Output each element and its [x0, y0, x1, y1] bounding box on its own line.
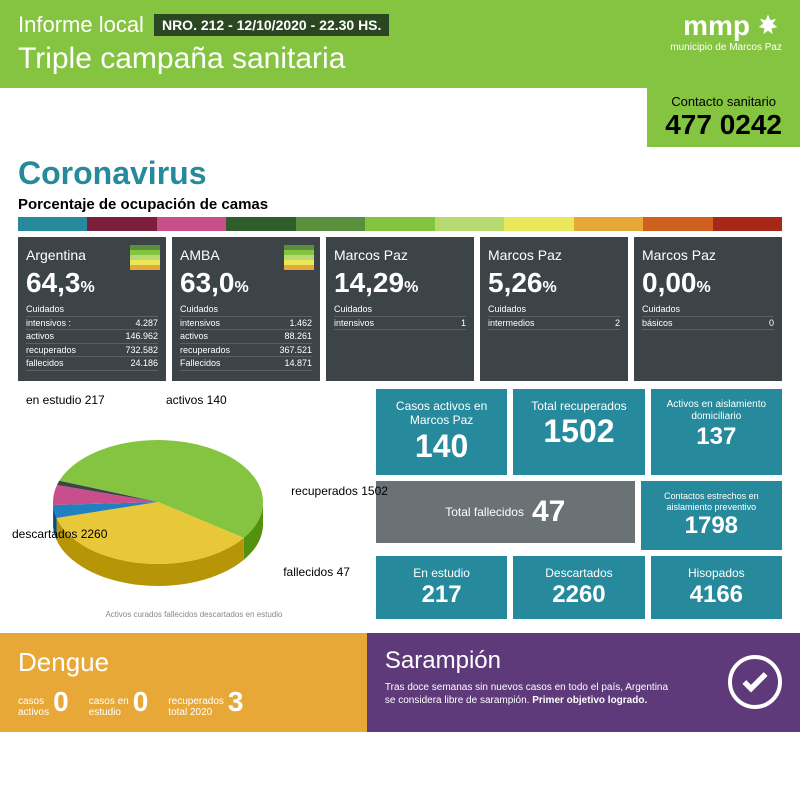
- stat-card: Marcos Paz0,00%Cuidadosbásicos0: [634, 237, 782, 381]
- contact-box: Contacto sanitario 477 0242: [647, 88, 800, 147]
- tile-estudio: En estudio 217: [376, 556, 507, 618]
- check-icon: [728, 655, 782, 709]
- dengue-title: Dengue: [18, 647, 349, 678]
- stat-card: Argentina64,3%Cuidadosintensivos :4.287a…: [18, 237, 166, 381]
- occupancy-subtitle: Porcentaje de ocupación de camas: [18, 196, 782, 213]
- logo-main: mmp: [683, 10, 750, 42]
- sarampion-panel: Sarampión Tras doce semanas sin nuevos c…: [367, 633, 800, 732]
- informe-label: Informe local: [18, 12, 144, 38]
- tile-aislamiento: Activos en aislamiento domiciliario 137: [651, 389, 782, 475]
- tile-fallecidos: Total fallecidos 47: [376, 481, 635, 543]
- sarampion-title: Sarampión: [385, 647, 782, 675]
- tile-hisopados: Hisopados 4166: [651, 556, 782, 618]
- stat-card: AMBA63,0%Cuidadosintensivos1.462activos8…: [172, 237, 320, 381]
- contact-label: Contacto sanitario: [665, 94, 782, 109]
- footer: Dengue casosactivos0 casos enestudio0 recu…: [0, 633, 800, 732]
- pie-label-estudio: en estudio 217: [26, 393, 105, 407]
- dengue-panel: Dengue casosactivos0 casos enestudio0 recu…: [0, 633, 367, 732]
- stat-card: Marcos Paz5,26%Cuidadosintermedios2: [480, 237, 628, 381]
- dengue-stat: casos enestudio0: [89, 686, 149, 718]
- coronavirus-title: Coronavirus: [18, 155, 782, 192]
- pie-chart: en estudio 217 activos 140 recuperados 1…: [18, 389, 370, 619]
- header: Informe local NRO. 212 - 12/10/2020 - 22…: [0, 0, 800, 88]
- tile-descartados: Descartados 2260: [513, 556, 644, 618]
- dengue-stat: recuperadostotal 20203: [168, 686, 243, 718]
- stat-card: Marcos Paz14,29%Cuidadosintensivos1: [326, 237, 474, 381]
- tile-casos-activos: Casos activos en Marcos Paz 140: [376, 389, 507, 475]
- tile-recuperados: Total recuperados 1502: [513, 389, 644, 475]
- sarampion-text: Tras doce semanas sin nuevos casos en to…: [385, 681, 671, 707]
- pie-legend: Activos curados fallecidos descartados e…: [18, 610, 370, 619]
- cards-row: Argentina64,3%Cuidadosintensivos :4.287a…: [18, 237, 782, 381]
- logo-sub: municipio de Marcos Paz: [670, 42, 782, 53]
- triple-title: Triple campaña sanitaria: [18, 42, 782, 76]
- leaf-icon: [754, 12, 782, 40]
- pie-label-recuperados: recuperados 1502: [291, 484, 388, 498]
- contact-number: 477 0242: [665, 109, 782, 141]
- pie-label-activos: activos 140: [166, 393, 227, 407]
- logo: mmp municipio de Marcos Paz: [670, 10, 782, 53]
- pie-label-fallecidos: fallecidos 47: [283, 565, 350, 579]
- nro-badge: NRO. 212 - 12/10/2020 - 22.30 HS.: [154, 14, 389, 36]
- pie-label-descartados: descartados 2260: [12, 527, 107, 541]
- tiles-area: Casos activos en Marcos Paz 140 Total re…: [376, 389, 782, 619]
- color-strip: [18, 217, 782, 231]
- dengue-stat: casosactivos0: [18, 686, 69, 718]
- tile-contactos: Contactos estrechos en aislamiento preve…: [641, 481, 782, 551]
